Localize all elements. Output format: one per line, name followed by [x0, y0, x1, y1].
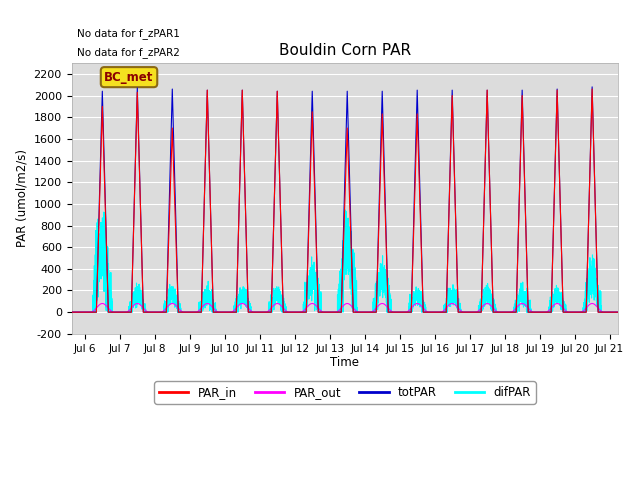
- Y-axis label: PAR (umol/m2/s): PAR (umol/m2/s): [15, 149, 28, 247]
- Legend: PAR_in, PAR_out, totPAR, difPAR: PAR_in, PAR_out, totPAR, difPAR: [154, 381, 536, 404]
- X-axis label: Time: Time: [330, 356, 360, 369]
- Text: No data for f_zPAR1: No data for f_zPAR1: [77, 28, 180, 39]
- Text: BC_met: BC_met: [104, 71, 154, 84]
- Title: Bouldin Corn PAR: Bouldin Corn PAR: [279, 43, 411, 58]
- Text: No data for f_zPAR2: No data for f_zPAR2: [77, 47, 180, 58]
